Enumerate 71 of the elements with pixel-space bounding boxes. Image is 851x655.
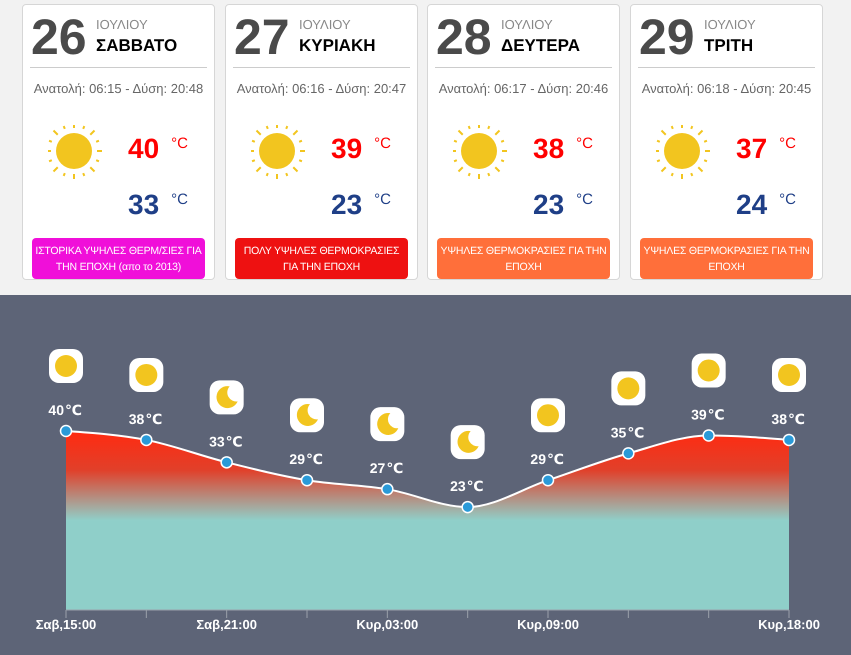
text: ΥΨΗΛΕΣ ΘΕΡΜΟΚΡΑΣΙΕΣ ΓΙΑ ΤΗΝ ΕΠΟΧΗ <box>640 238 813 279</box>
data-label: 33 <box>209 433 225 450</box>
data-label: 24 <box>736 189 768 220</box>
data-label: 23 <box>450 478 466 494</box>
text: Ανατολή: 06:16 - Δύση: 20:47 <box>236 81 408 96</box>
text: °C <box>374 191 391 208</box>
x-tick-label: Κυρ,18:00 <box>758 617 820 632</box>
text: Ανατολή: 06:15 - Δύση: 20:48 <box>32 81 204 96</box>
text: ℃ <box>65 402 82 418</box>
text: °C <box>171 191 188 208</box>
data-label: 37 <box>736 133 768 164</box>
point <box>782 434 796 446</box>
text: ΣΑΒΒΑΤΟ <box>96 36 178 56</box>
data-label: 38 <box>771 410 788 427</box>
data-label: 40 <box>128 133 160 164</box>
text: ΙΟΥΛΙΟΥ <box>96 17 148 32</box>
point <box>140 434 153 446</box>
text: ΔΕΥΤΕΡΑ <box>501 36 580 56</box>
point <box>220 456 233 469</box>
text: ℃ <box>788 410 805 427</box>
text: ΠΟΛΥ ΥΨΗΛΕΣ ΘΕΡΜΟΚΡΑΣΙΕΣ ΓΙΑ ΤΗΝ ΕΠΟΧΗ <box>235 238 408 279</box>
point <box>702 429 715 442</box>
point <box>461 500 474 514</box>
data-label: 23 <box>533 189 564 220</box>
point <box>300 474 314 486</box>
point <box>622 447 635 460</box>
text: Ανατολή: 06:17 - Δύση: 20:46 <box>438 81 610 96</box>
data-label: 38 <box>533 133 564 164</box>
data-label: 39 <box>691 406 707 422</box>
text: °C <box>374 135 391 152</box>
text: ΙΟΥΛΙΟΥ <box>704 17 756 32</box>
text: 28 <box>436 9 492 65</box>
data-label: 39 <box>331 133 362 164</box>
x-tick-label: Σαβ,21:00 <box>196 617 257 632</box>
text: ℃ <box>466 478 484 494</box>
data-label: 40 <box>48 402 64 418</box>
point <box>542 474 554 486</box>
data-label: 33 <box>128 189 160 220</box>
data-label: 23 <box>331 189 362 220</box>
text: ℃ <box>627 424 644 440</box>
data-label: 27 <box>370 460 386 476</box>
text: °C <box>779 191 796 208</box>
text: ΙΟΥΛΙΟΥ <box>299 17 351 32</box>
data-label: 29 <box>530 451 546 468</box>
y-axis-title: ℃ <box>226 433 243 450</box>
text: Ανατολή: 06:18 - Δύση: 20:45 <box>640 81 812 96</box>
text: °C <box>576 191 593 208</box>
text: °C <box>779 135 796 152</box>
text: ΤΡΙΤΗ <box>704 36 754 56</box>
text: ΚΥΡΙΑΚΗ <box>299 36 376 56</box>
data-label: 35 <box>610 424 627 440</box>
data-label: 38 <box>128 410 145 427</box>
text: ΥΨΗΛΕΣ ΘΕΡΜΟΚΡΑΣΙΕΣ ΓΙΑ ΤΗΝ ΕΠΟΧΗ <box>437 238 610 279</box>
text: ℃ <box>386 460 404 476</box>
x-tick-label: Κυρ,03:00 <box>356 617 418 632</box>
text: 26 <box>31 9 87 65</box>
text: 29 <box>639 9 695 65</box>
text: ℃ <box>145 410 162 427</box>
data-label: 29 <box>289 451 306 468</box>
text: ℃ <box>708 406 725 422</box>
x-tick-label: Κυρ,09:00 <box>517 617 579 632</box>
text: ΙΣΤΟΡΙΚΑ ΥΨΗΛΕΣ ΘΕΡΜ/ΣΙΕΣ ΓΙΑ ΤΗΝ ΕΠΟΧΗ (απο το 2013) <box>32 238 205 279</box>
text: ΙΟΥΛΙΟΥ <box>501 17 553 32</box>
point <box>60 424 72 438</box>
text: °C <box>171 135 188 152</box>
x-tick-label: Σαβ,15:00 <box>36 617 96 632</box>
text: 27 <box>234 9 290 65</box>
text: ℃ <box>306 451 323 468</box>
point <box>381 482 394 496</box>
text: °C <box>576 135 593 152</box>
text: ℃ <box>547 451 564 468</box>
